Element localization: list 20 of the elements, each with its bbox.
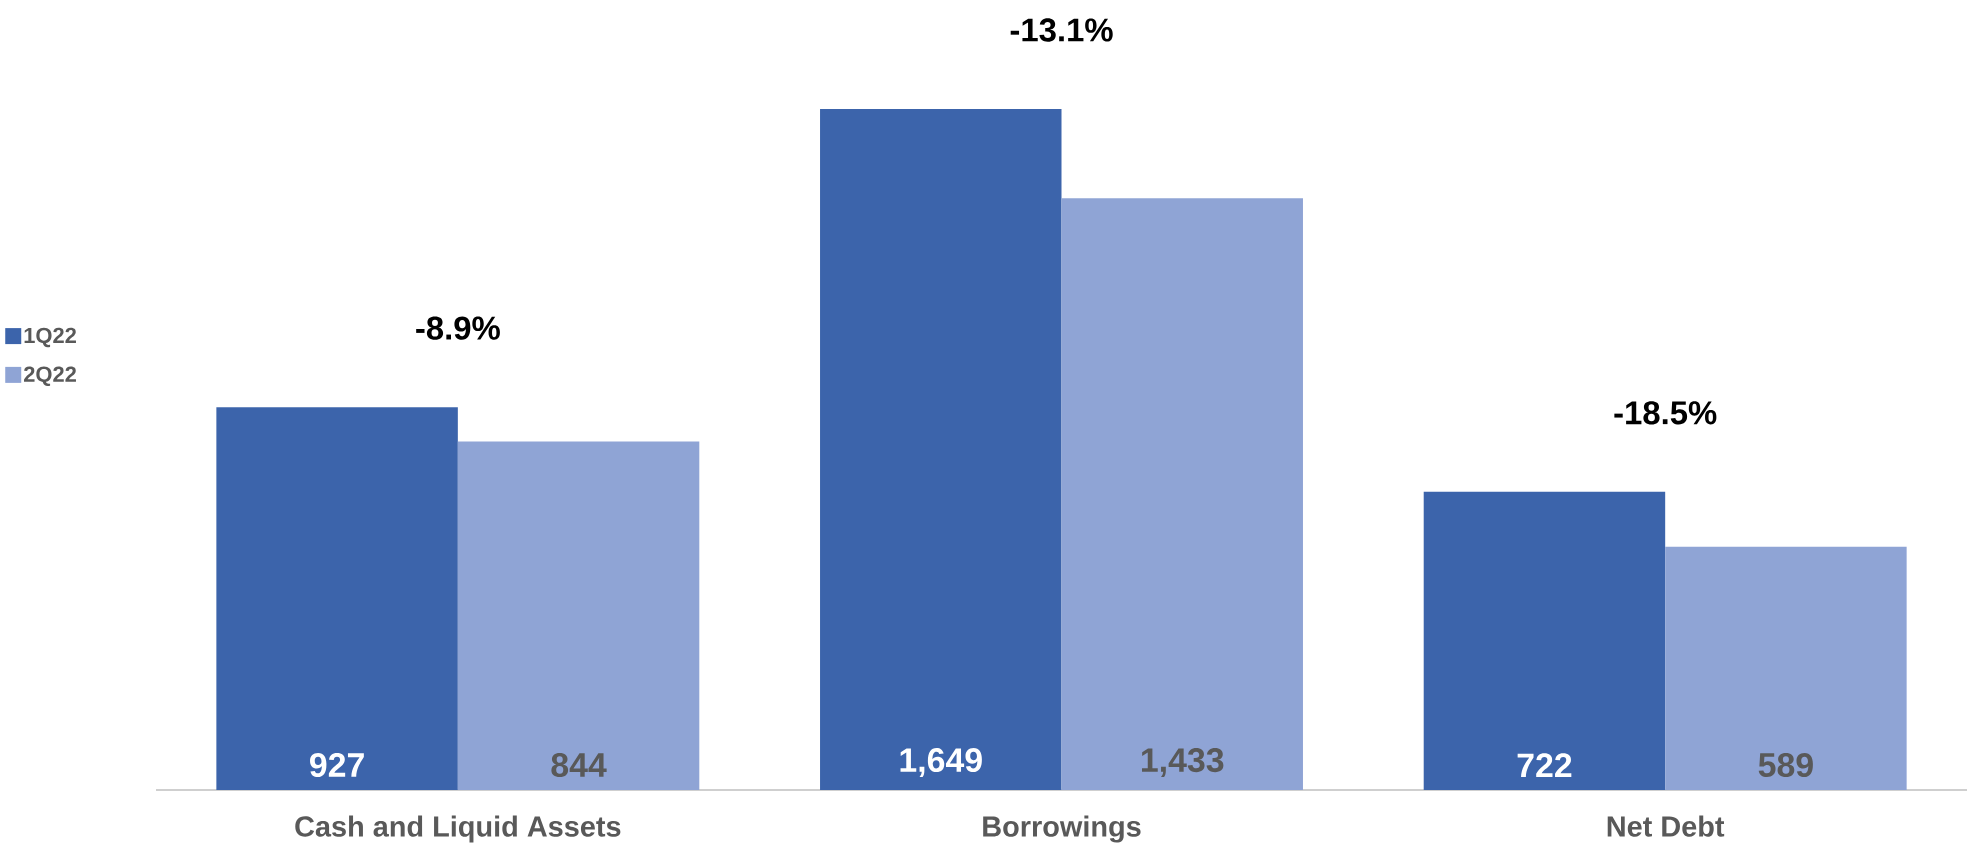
data-label: 589 [1758, 753, 1813, 777]
bar [1423, 491, 1666, 790]
x-tick-label: Borrowings [983, 815, 1141, 843]
bar [1665, 546, 1907, 790]
bar [820, 108, 1062, 790]
data-label: 1,649 [900, 748, 982, 778]
data-label: 844 [551, 753, 607, 777]
text: -13.1% [1010, 18, 1113, 42]
annotation: -18.5% [1614, 401, 1717, 425]
bar [457, 441, 700, 790]
data-label: 722 [1517, 753, 1572, 777]
annotation: -8.9% [416, 316, 500, 340]
x-tick-label: Net Debt [1607, 815, 1725, 837]
data-label: 927 [310, 753, 364, 777]
bar [1061, 198, 1303, 790]
legend-label: 1Q22 [24, 327, 76, 348]
bar [216, 407, 458, 790]
data-label: 1,433 [1142, 748, 1224, 778]
x-tick-label: Cash and Liquid Assets [295, 815, 621, 843]
legend-label: 2Q22 [24, 366, 76, 387]
